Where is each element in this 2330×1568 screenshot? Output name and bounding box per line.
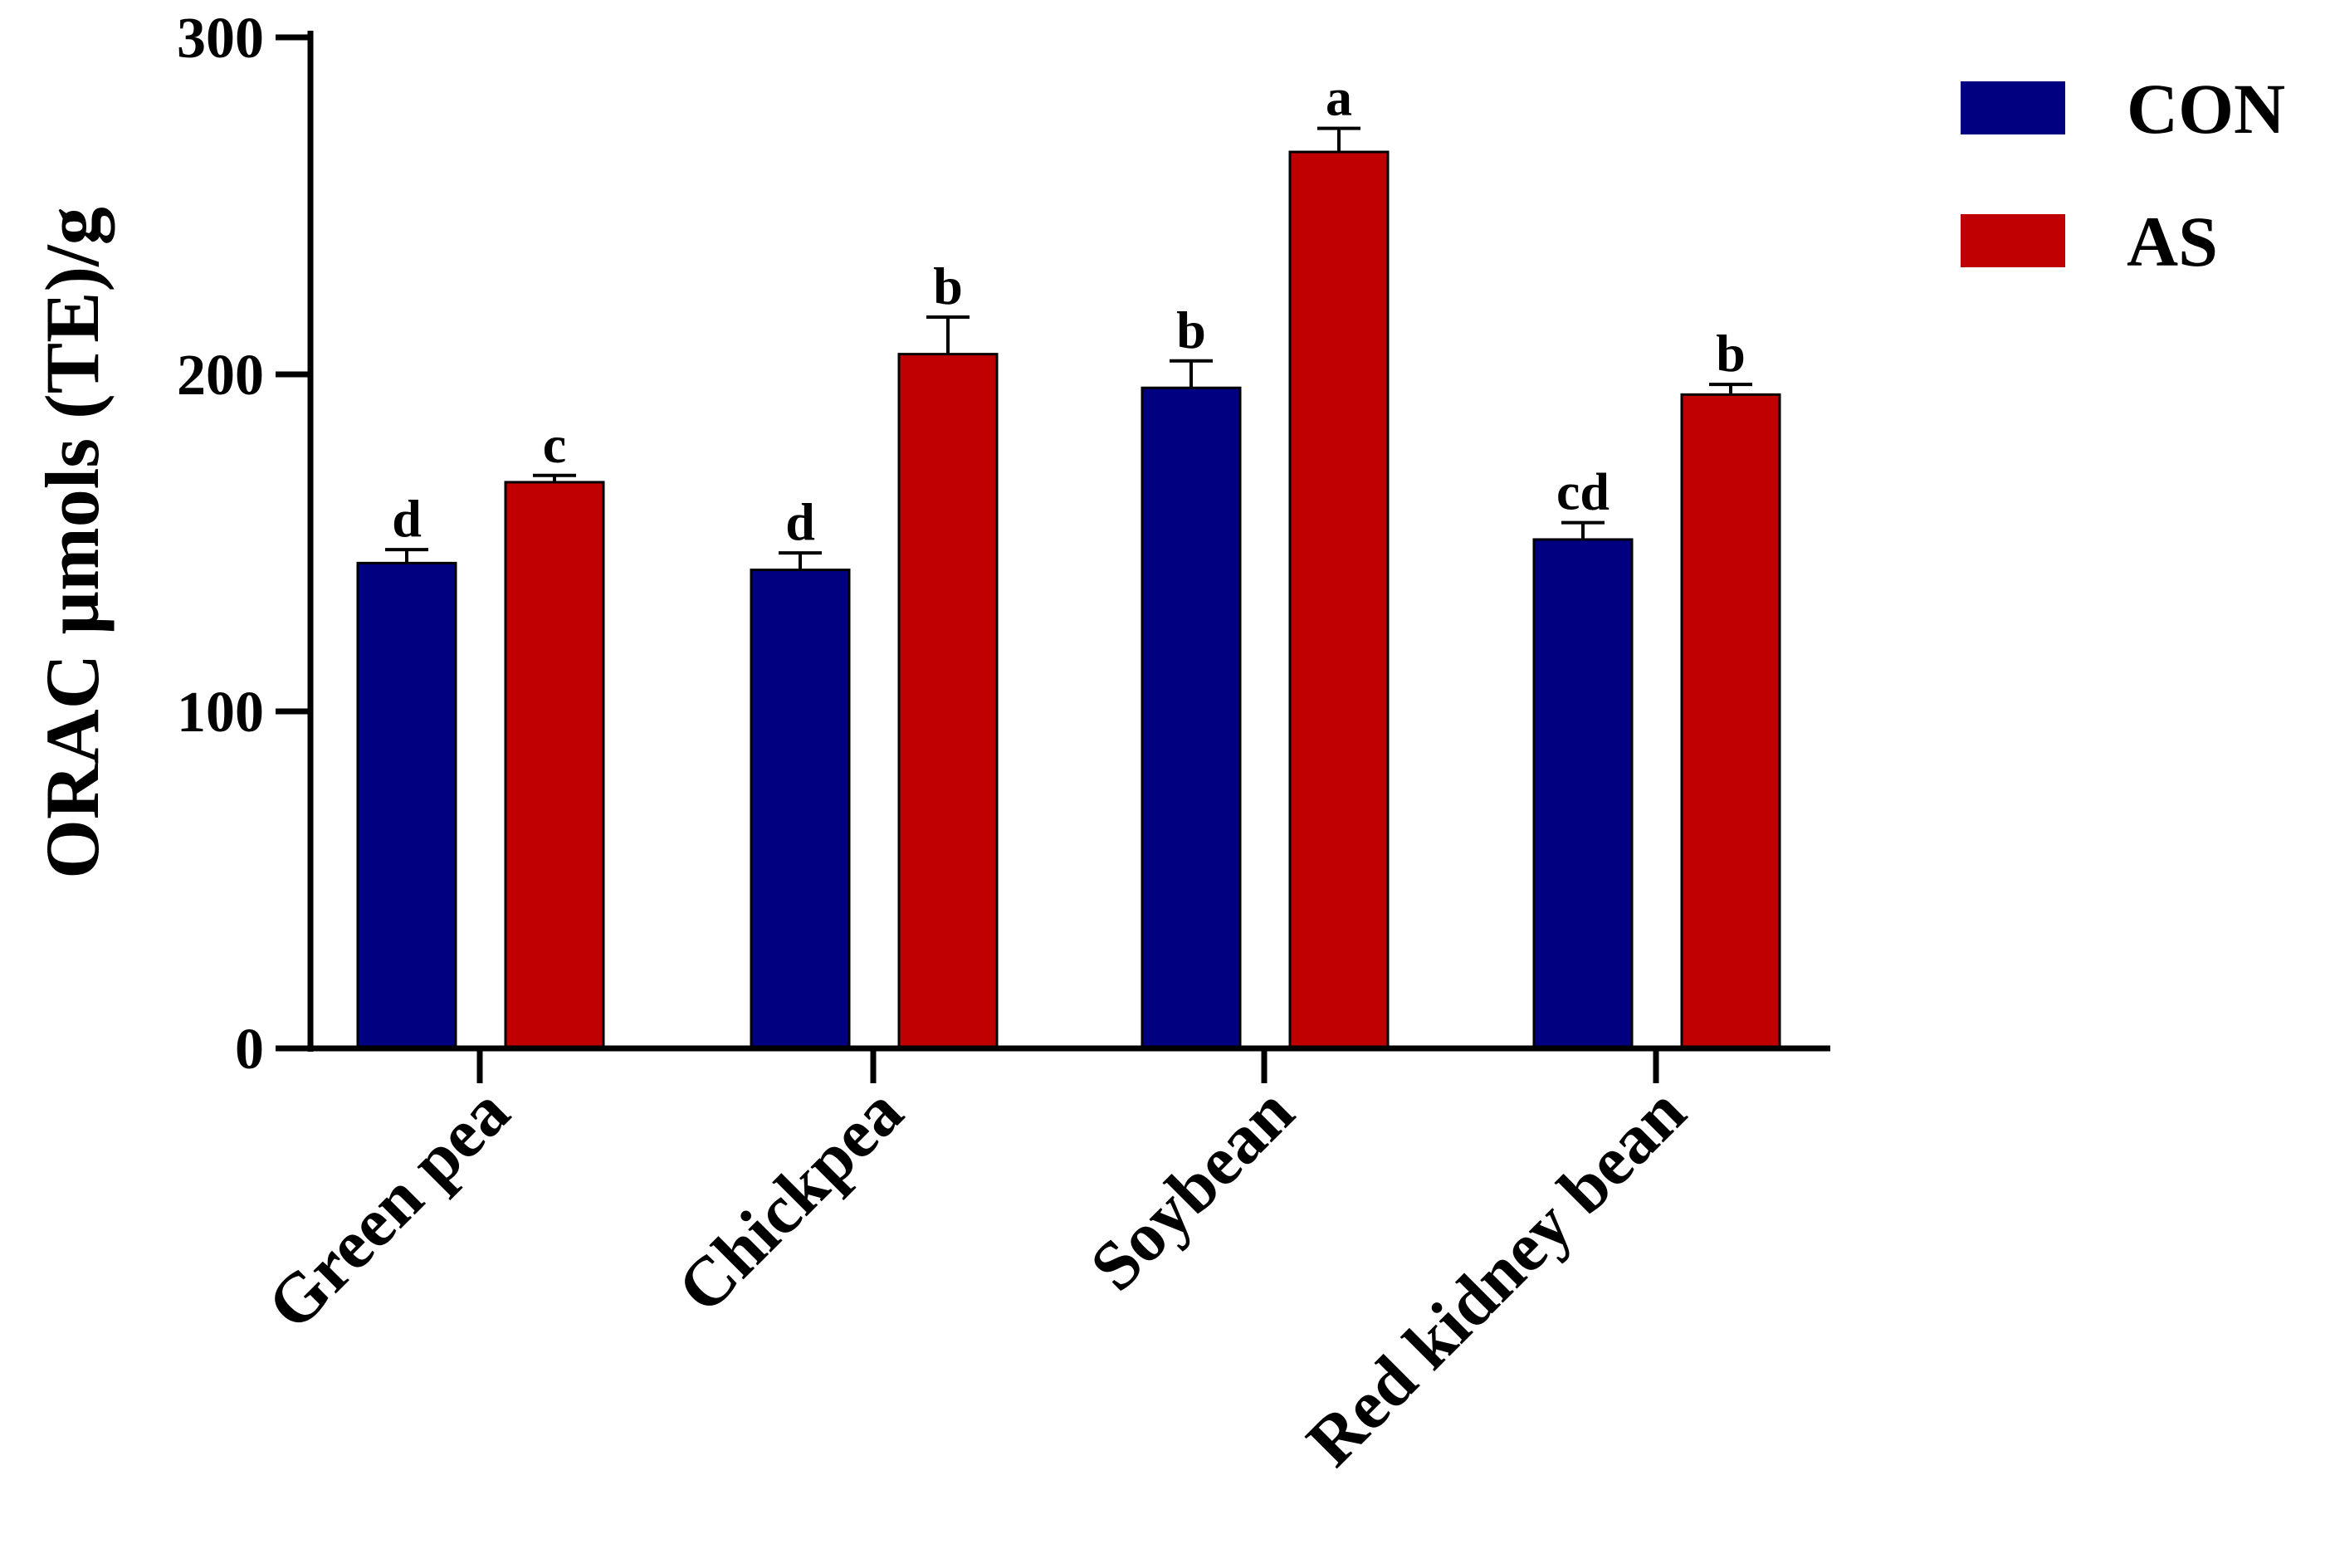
significance-label: b: [1716, 324, 1746, 383]
bar-con-soybean: [1141, 386, 1242, 1050]
bar-as-green-pea: [504, 481, 605, 1050]
y-tick-label: 100: [177, 681, 264, 745]
x-tick-label: Soybean: [1076, 1073, 1308, 1306]
error-bar: [926, 315, 970, 354]
bar-as-chickpea: [897, 353, 999, 1050]
bar-as-soybean: [1288, 150, 1390, 1050]
y-axis-title: ORAC µmols (TE)/g: [30, 207, 115, 878]
error-bar: [1170, 359, 1213, 388]
x-tick-label: Green pea: [252, 1073, 524, 1345]
legend-swatch: [1961, 81, 2065, 134]
significance-label: d: [785, 492, 815, 551]
bar-con-green-pea: [356, 561, 457, 1050]
legend-label: CON: [2127, 69, 2285, 149]
y-tick-label: 300: [177, 7, 264, 71]
error-bars-layer: [385, 126, 1752, 570]
significance-label: b: [933, 256, 963, 315]
x-tick-label: Chickpea: [663, 1073, 918, 1328]
legend-label: AS: [2127, 202, 2218, 281]
bars-layer: [356, 150, 1781, 1050]
error-bar: [385, 548, 428, 564]
bar-con-red-kidney-bean: [1532, 538, 1634, 1050]
significance-label: c: [543, 415, 566, 474]
bar-con-chickpea: [750, 568, 851, 1050]
error-bar: [1317, 126, 1360, 153]
y-tick-label: 200: [177, 344, 264, 408]
significance-label: d: [392, 489, 422, 548]
error-bar: [533, 473, 576, 482]
legend: CON AS: [1961, 69, 2285, 281]
x-tick-label: Red kidney bean: [1292, 1073, 1701, 1482]
significance-labels-layer: d d b cd c b a b: [392, 68, 1746, 552]
legend-swatch: [1961, 214, 2065, 267]
error-bar: [1709, 383, 1752, 395]
significance-label: b: [1176, 300, 1206, 359]
legend-item-con: CON: [1961, 69, 2285, 149]
y-tick-label: 0: [235, 1018, 264, 1082]
error-bar: [779, 551, 822, 570]
error-bar: [1561, 520, 1605, 540]
bar-as-red-kidney-bean: [1680, 393, 1781, 1050]
significance-label: cd: [1556, 462, 1610, 521]
significance-label: a: [1326, 68, 1352, 127]
legend-item-as: AS: [1961, 202, 2218, 281]
